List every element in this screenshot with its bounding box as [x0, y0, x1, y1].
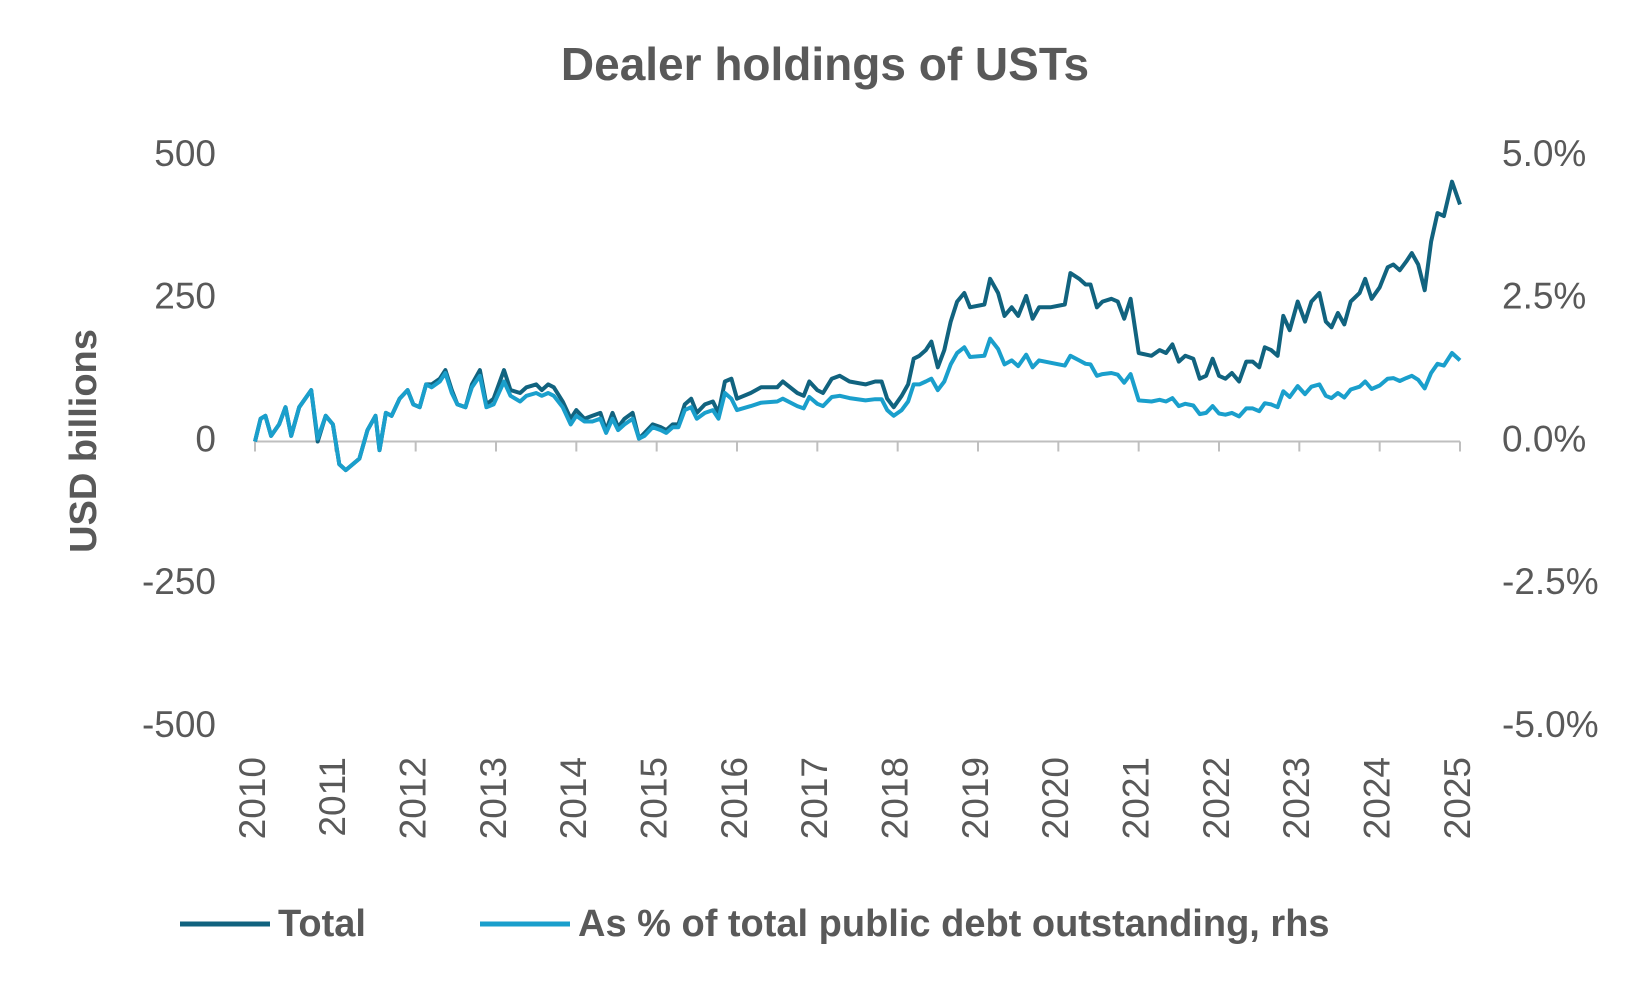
- y-tick-label: 0: [195, 418, 216, 459]
- x-tick-label: 2011: [312, 757, 353, 837]
- x-tick-label: 2022: [1196, 757, 1237, 839]
- y2-tick-label: -2.5%: [1502, 561, 1599, 602]
- series-line: [253, 336, 1462, 473]
- y-tick-label: -250: [142, 561, 216, 602]
- x-tick-label: 2020: [1035, 757, 1076, 839]
- x-tick-label: 2017: [794, 757, 835, 839]
- x-tick-label: 2012: [392, 757, 433, 839]
- chart-title: Dealer holdings of USTs: [561, 38, 1089, 90]
- y-axis-label: USD billions: [63, 329, 105, 553]
- y2-tick-label: 2.5%: [1502, 276, 1586, 317]
- x-tick-label: 2016: [714, 757, 755, 839]
- x-tick-label: 2018: [874, 757, 915, 839]
- legend-label: Total: [278, 903, 366, 945]
- x-tick-label: 2023: [1276, 757, 1317, 839]
- x-tick-label: 2021: [1115, 757, 1156, 839]
- series-line: [253, 179, 1462, 473]
- y2-tick-label: 0.0%: [1502, 418, 1586, 459]
- x-tick-label: 2014: [553, 757, 594, 839]
- x-tick-label: 2025: [1437, 757, 1478, 839]
- x-tick-label: 2024: [1356, 757, 1397, 839]
- x-tick-label: 2015: [633, 757, 674, 839]
- x-tick-label: 2013: [473, 757, 514, 839]
- y2-tick-label: 5.0%: [1502, 133, 1586, 174]
- y-tick-label: 250: [154, 276, 216, 317]
- y-tick-label: 500: [154, 133, 216, 174]
- x-tick-label: 2019: [955, 757, 996, 839]
- y-tick-label: -500: [142, 704, 216, 745]
- y2-tick-label: -5.0%: [1502, 704, 1599, 745]
- x-tick-label: 2010: [232, 757, 273, 839]
- legend-label: As % of total public debt outstanding, r…: [578, 903, 1330, 945]
